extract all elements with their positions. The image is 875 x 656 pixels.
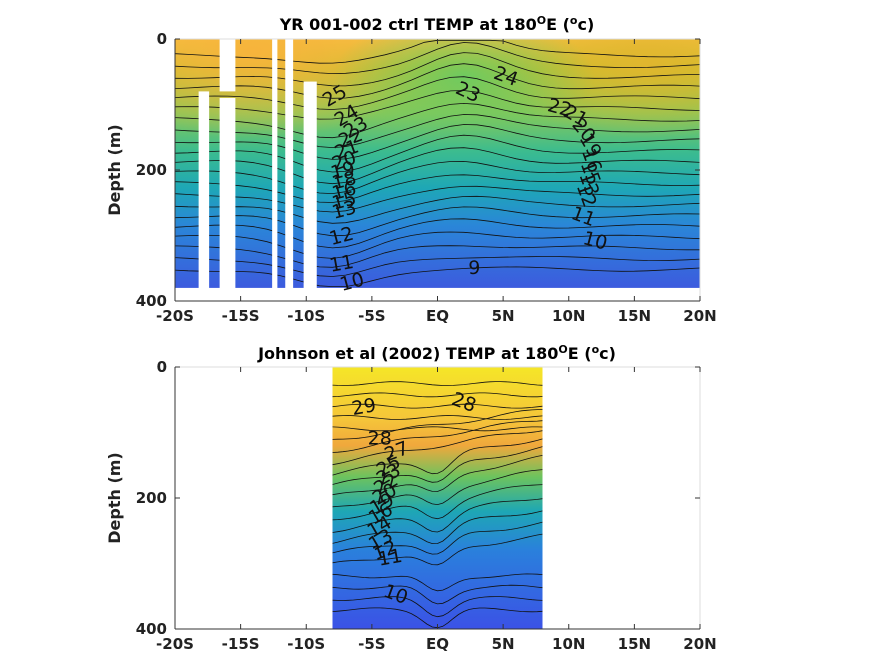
isotherm-line — [332, 381, 543, 386]
isotherm-line — [174, 245, 700, 268]
isotherm-line — [174, 63, 701, 99]
isotherm-line — [332, 584, 543, 605]
isotherm-line — [332, 415, 543, 420]
panel-bottom: Johnson et al (2002) TEMP at 180OE (oc) … — [105, 343, 717, 653]
isotherm-line — [174, 256, 701, 277]
isotherm-line — [332, 409, 543, 440]
isotherm-line — [332, 484, 543, 521]
x-tick-label: 15N — [618, 635, 651, 653]
x-tick-label: -15S — [222, 307, 260, 325]
contour-label: 29 — [350, 394, 378, 420]
isotherm-line — [174, 160, 701, 195]
x-tick-label: -20S — [156, 635, 194, 653]
x-tick-label: 20N — [683, 307, 716, 325]
missing-data-column — [198, 91, 210, 302]
y-tick-label: 200 — [136, 489, 167, 507]
missing-data-column — [219, 97, 236, 301]
contour-label: 9 — [468, 257, 480, 279]
isotherm-line — [332, 455, 543, 496]
isotherm-line — [174, 90, 701, 120]
isotherm-line — [332, 446, 543, 485]
ylabel-top: Depth (m) — [105, 124, 124, 216]
isotherm-line — [332, 498, 543, 533]
isotherm-line — [332, 392, 543, 398]
isotherm-line — [174, 147, 701, 185]
x-tick-label: -5S — [358, 307, 385, 325]
isotherm-line — [174, 114, 701, 149]
isotherm-line — [332, 403, 543, 409]
isotherm-line — [332, 521, 543, 555]
isotherm-line — [332, 510, 543, 545]
x-tick-label: EQ — [426, 307, 449, 325]
isotherm-line — [174, 76, 701, 110]
isotherm-line — [174, 134, 701, 173]
isotherm-line — [332, 469, 543, 508]
isotherm-line — [174, 231, 701, 259]
isotherm-line — [174, 206, 701, 237]
isotherm-line — [174, 266, 701, 287]
title-top: YR 001-002 ctrl TEMP at 180OE (oc) — [279, 14, 595, 34]
x-tick-label: -20S — [156, 307, 194, 325]
isotherm-line — [174, 102, 701, 139]
isotherm-line — [332, 426, 543, 432]
contour-label: 11 — [376, 545, 404, 571]
plot-area-top: 2524232221201918161513121110923242221201… — [136, 30, 717, 325]
panel-top: YR 001-002 ctrl TEMP at 180OE (oc) 25242… — [105, 14, 717, 325]
x-tick-label: 15N — [618, 307, 651, 325]
isotherm-line — [332, 596, 543, 618]
isotherm-line — [332, 533, 543, 566]
ylabel-bottom: Depth (m) — [105, 452, 124, 544]
isotherm-line — [174, 124, 701, 160]
isotherm-line — [174, 42, 701, 75]
x-tick-label: 10N — [552, 307, 585, 325]
isotherm-line — [332, 420, 543, 453]
isotherm-line — [174, 195, 701, 224]
x-tick-label: EQ — [426, 635, 449, 653]
isotherm-line — [174, 52, 701, 87]
isotherm-line — [332, 430, 543, 466]
contour-label: 11 — [328, 251, 356, 277]
y-tick-label: 400 — [136, 292, 167, 310]
x-tick-label: -10S — [287, 635, 325, 653]
missing-data-column — [303, 81, 317, 301]
x-tick-label: 20N — [683, 635, 716, 653]
y-tick-label: 400 — [136, 620, 167, 638]
missing-data-column — [219, 39, 236, 92]
y-tick-label: 0 — [157, 358, 167, 376]
isotherm-line — [332, 573, 543, 592]
missing-data-column — [272, 39, 278, 301]
x-tick-label: -5S — [358, 635, 385, 653]
isotherm-line — [174, 174, 701, 203]
x-tick-label: 5N — [492, 635, 515, 653]
x-tick-label: 5N — [492, 307, 515, 325]
x-tick-label: 10N — [552, 635, 585, 653]
title-bottom: Johnson et al (2002) TEMP at 180OE (oc) — [257, 343, 616, 363]
x-tick-label: -15S — [222, 635, 260, 653]
y-tick-label: 0 — [157, 30, 167, 48]
missing-data-column — [285, 39, 294, 301]
isotherm-line — [174, 185, 701, 213]
y-tick-label: 200 — [136, 161, 167, 179]
isotherm-line — [332, 438, 543, 476]
isotherm-line — [174, 218, 701, 249]
x-tick-label: -10S — [287, 307, 325, 325]
contour-label: 28 — [368, 428, 392, 450]
